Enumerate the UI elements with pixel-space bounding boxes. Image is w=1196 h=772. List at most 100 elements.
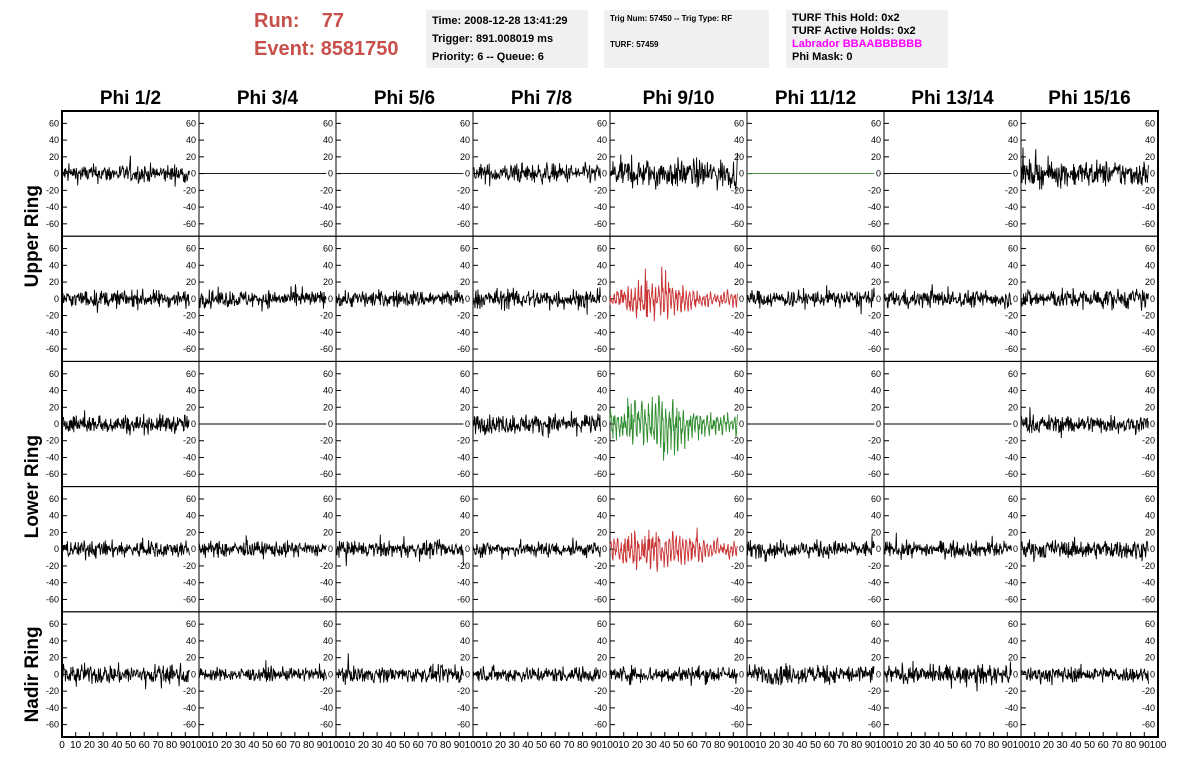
ytick-label: 20 bbox=[460, 402, 470, 412]
ytick-label: -20 bbox=[457, 185, 470, 195]
ytick-label: -40 bbox=[320, 452, 333, 462]
ytick-label: 60 bbox=[460, 494, 470, 504]
ytick-label: -20 bbox=[731, 436, 744, 446]
xtick-label: 80 bbox=[988, 740, 1000, 751]
column-header-2: Phi 3/4 bbox=[237, 88, 299, 109]
ytick-label: -60 bbox=[320, 219, 333, 229]
ytick-label: 40 bbox=[460, 636, 470, 646]
ytick-label: 0 bbox=[1013, 294, 1018, 304]
waveform-r4-c2 bbox=[198, 535, 327, 560]
ytick-label: 60 bbox=[734, 494, 744, 504]
waveform-r5-c1 bbox=[61, 662, 190, 690]
ytick-label: -60 bbox=[46, 344, 59, 354]
waveform-r2-c1 bbox=[61, 288, 190, 313]
ytick-label: -40 bbox=[46, 578, 59, 588]
waveform-r2-c6 bbox=[746, 285, 875, 315]
ytick-label: 60 bbox=[871, 369, 881, 379]
waveform-r1-c4 bbox=[472, 161, 601, 187]
ytick-label: 40 bbox=[460, 386, 470, 396]
xtick-label: 20 bbox=[769, 740, 781, 751]
xtick-label: 20 bbox=[358, 740, 370, 751]
ytick-label: -40 bbox=[868, 202, 881, 212]
ytick-label: -20 bbox=[594, 311, 607, 321]
xtick-label: 10 bbox=[1029, 740, 1041, 751]
waveform-r5-c7 bbox=[883, 660, 1012, 692]
ytick-label: 40 bbox=[49, 260, 59, 270]
ytick-label: 40 bbox=[1145, 511, 1155, 521]
xtick-label: 20 bbox=[632, 740, 644, 751]
waveform-r3-c8 bbox=[1020, 407, 1149, 439]
ytick-label: -40 bbox=[731, 202, 744, 212]
ytick-label: 20 bbox=[186, 277, 196, 287]
ytick-label: -20 bbox=[594, 686, 607, 696]
ytick-label: 60 bbox=[49, 118, 59, 128]
ytick-label: -20 bbox=[457, 436, 470, 446]
xtick-label: 70 bbox=[563, 740, 575, 751]
trig-num-text: Trig Num: 57450 -- Trig Type: RF bbox=[610, 14, 733, 23]
ytick-label: 60 bbox=[597, 369, 607, 379]
ytick-label: 60 bbox=[186, 619, 196, 629]
xtick-label: 100 bbox=[602, 740, 619, 751]
ytick-label: 20 bbox=[49, 402, 59, 412]
run-label: Run: 77 bbox=[254, 10, 344, 33]
turf-active-holds-text: TURF Active Holds: 0x2 bbox=[792, 25, 916, 37]
ytick-label: 0 bbox=[54, 419, 59, 429]
ytick-label: 20 bbox=[49, 527, 59, 537]
ytick-label: 40 bbox=[734, 260, 744, 270]
ytick-label: 40 bbox=[49, 511, 59, 521]
xtick-label: 100 bbox=[739, 740, 756, 751]
ytick-label: -60 bbox=[731, 720, 744, 730]
ytick-label: -40 bbox=[1005, 703, 1018, 713]
ytick-label: -40 bbox=[731, 703, 744, 713]
ytick-label: -40 bbox=[457, 452, 470, 462]
xtick-label: 50 bbox=[536, 740, 548, 751]
ytick-label: -40 bbox=[46, 452, 59, 462]
ytick-label: 40 bbox=[1008, 135, 1018, 145]
ytick-label: 40 bbox=[460, 511, 470, 521]
xtick-label: 80 bbox=[577, 740, 589, 751]
ytick-label: 60 bbox=[1145, 494, 1155, 504]
ytick-label: 20 bbox=[186, 402, 196, 412]
xtick-label: 30 bbox=[646, 740, 658, 751]
ytick-label: 60 bbox=[597, 244, 607, 254]
turf-box: TURF This Hold: 0x2 TURF Active Holds: 0… bbox=[786, 10, 948, 68]
xtick-label: 40 bbox=[111, 740, 123, 751]
waveform-r4-c5 bbox=[609, 527, 738, 572]
xtick-label: 90 bbox=[1002, 740, 1014, 751]
event-label: Event: 8581750 bbox=[254, 38, 399, 61]
ytick-label: -40 bbox=[183, 703, 196, 713]
ytick-label: -20 bbox=[457, 311, 470, 321]
ytick-label: -40 bbox=[1005, 327, 1018, 337]
xtick-label: 20 bbox=[221, 740, 233, 751]
waveform-r2-c2 bbox=[198, 284, 327, 312]
xtick-label: 60 bbox=[824, 740, 836, 751]
ytick-label: 0 bbox=[739, 169, 744, 179]
xtick-label: 90 bbox=[865, 740, 877, 751]
xtick-label: 30 bbox=[98, 740, 110, 751]
ytick-label: 0 bbox=[465, 544, 470, 554]
ytick-label: 60 bbox=[871, 494, 881, 504]
ytick-label: -60 bbox=[320, 594, 333, 604]
ytick-label: -20 bbox=[46, 686, 59, 696]
ytick-label: 0 bbox=[54, 669, 59, 679]
ytick-label: -20 bbox=[1005, 686, 1018, 696]
ytick-label: 60 bbox=[1145, 118, 1155, 128]
ytick-label: -60 bbox=[183, 344, 196, 354]
ytick-label: 60 bbox=[186, 494, 196, 504]
ytick-label: -40 bbox=[1005, 578, 1018, 588]
ytick-label: 20 bbox=[323, 277, 333, 287]
ytick-label: -20 bbox=[594, 436, 607, 446]
ytick-label: 0 bbox=[876, 419, 881, 429]
ytick-label: -60 bbox=[594, 594, 607, 604]
column-header-7: Phi 13/14 bbox=[911, 88, 994, 109]
ytick-label: 40 bbox=[186, 511, 196, 521]
ytick-label: -40 bbox=[594, 327, 607, 337]
xtick-label: 90 bbox=[180, 740, 192, 751]
ytick-label: 0 bbox=[876, 169, 881, 179]
ytick-label: -60 bbox=[1142, 344, 1155, 354]
ytick-label: -60 bbox=[868, 344, 881, 354]
ytick-label: 0 bbox=[465, 294, 470, 304]
xtick-label: 0 bbox=[59, 740, 65, 751]
ytick-label: -60 bbox=[183, 219, 196, 229]
ytick-label: 0 bbox=[1150, 294, 1155, 304]
